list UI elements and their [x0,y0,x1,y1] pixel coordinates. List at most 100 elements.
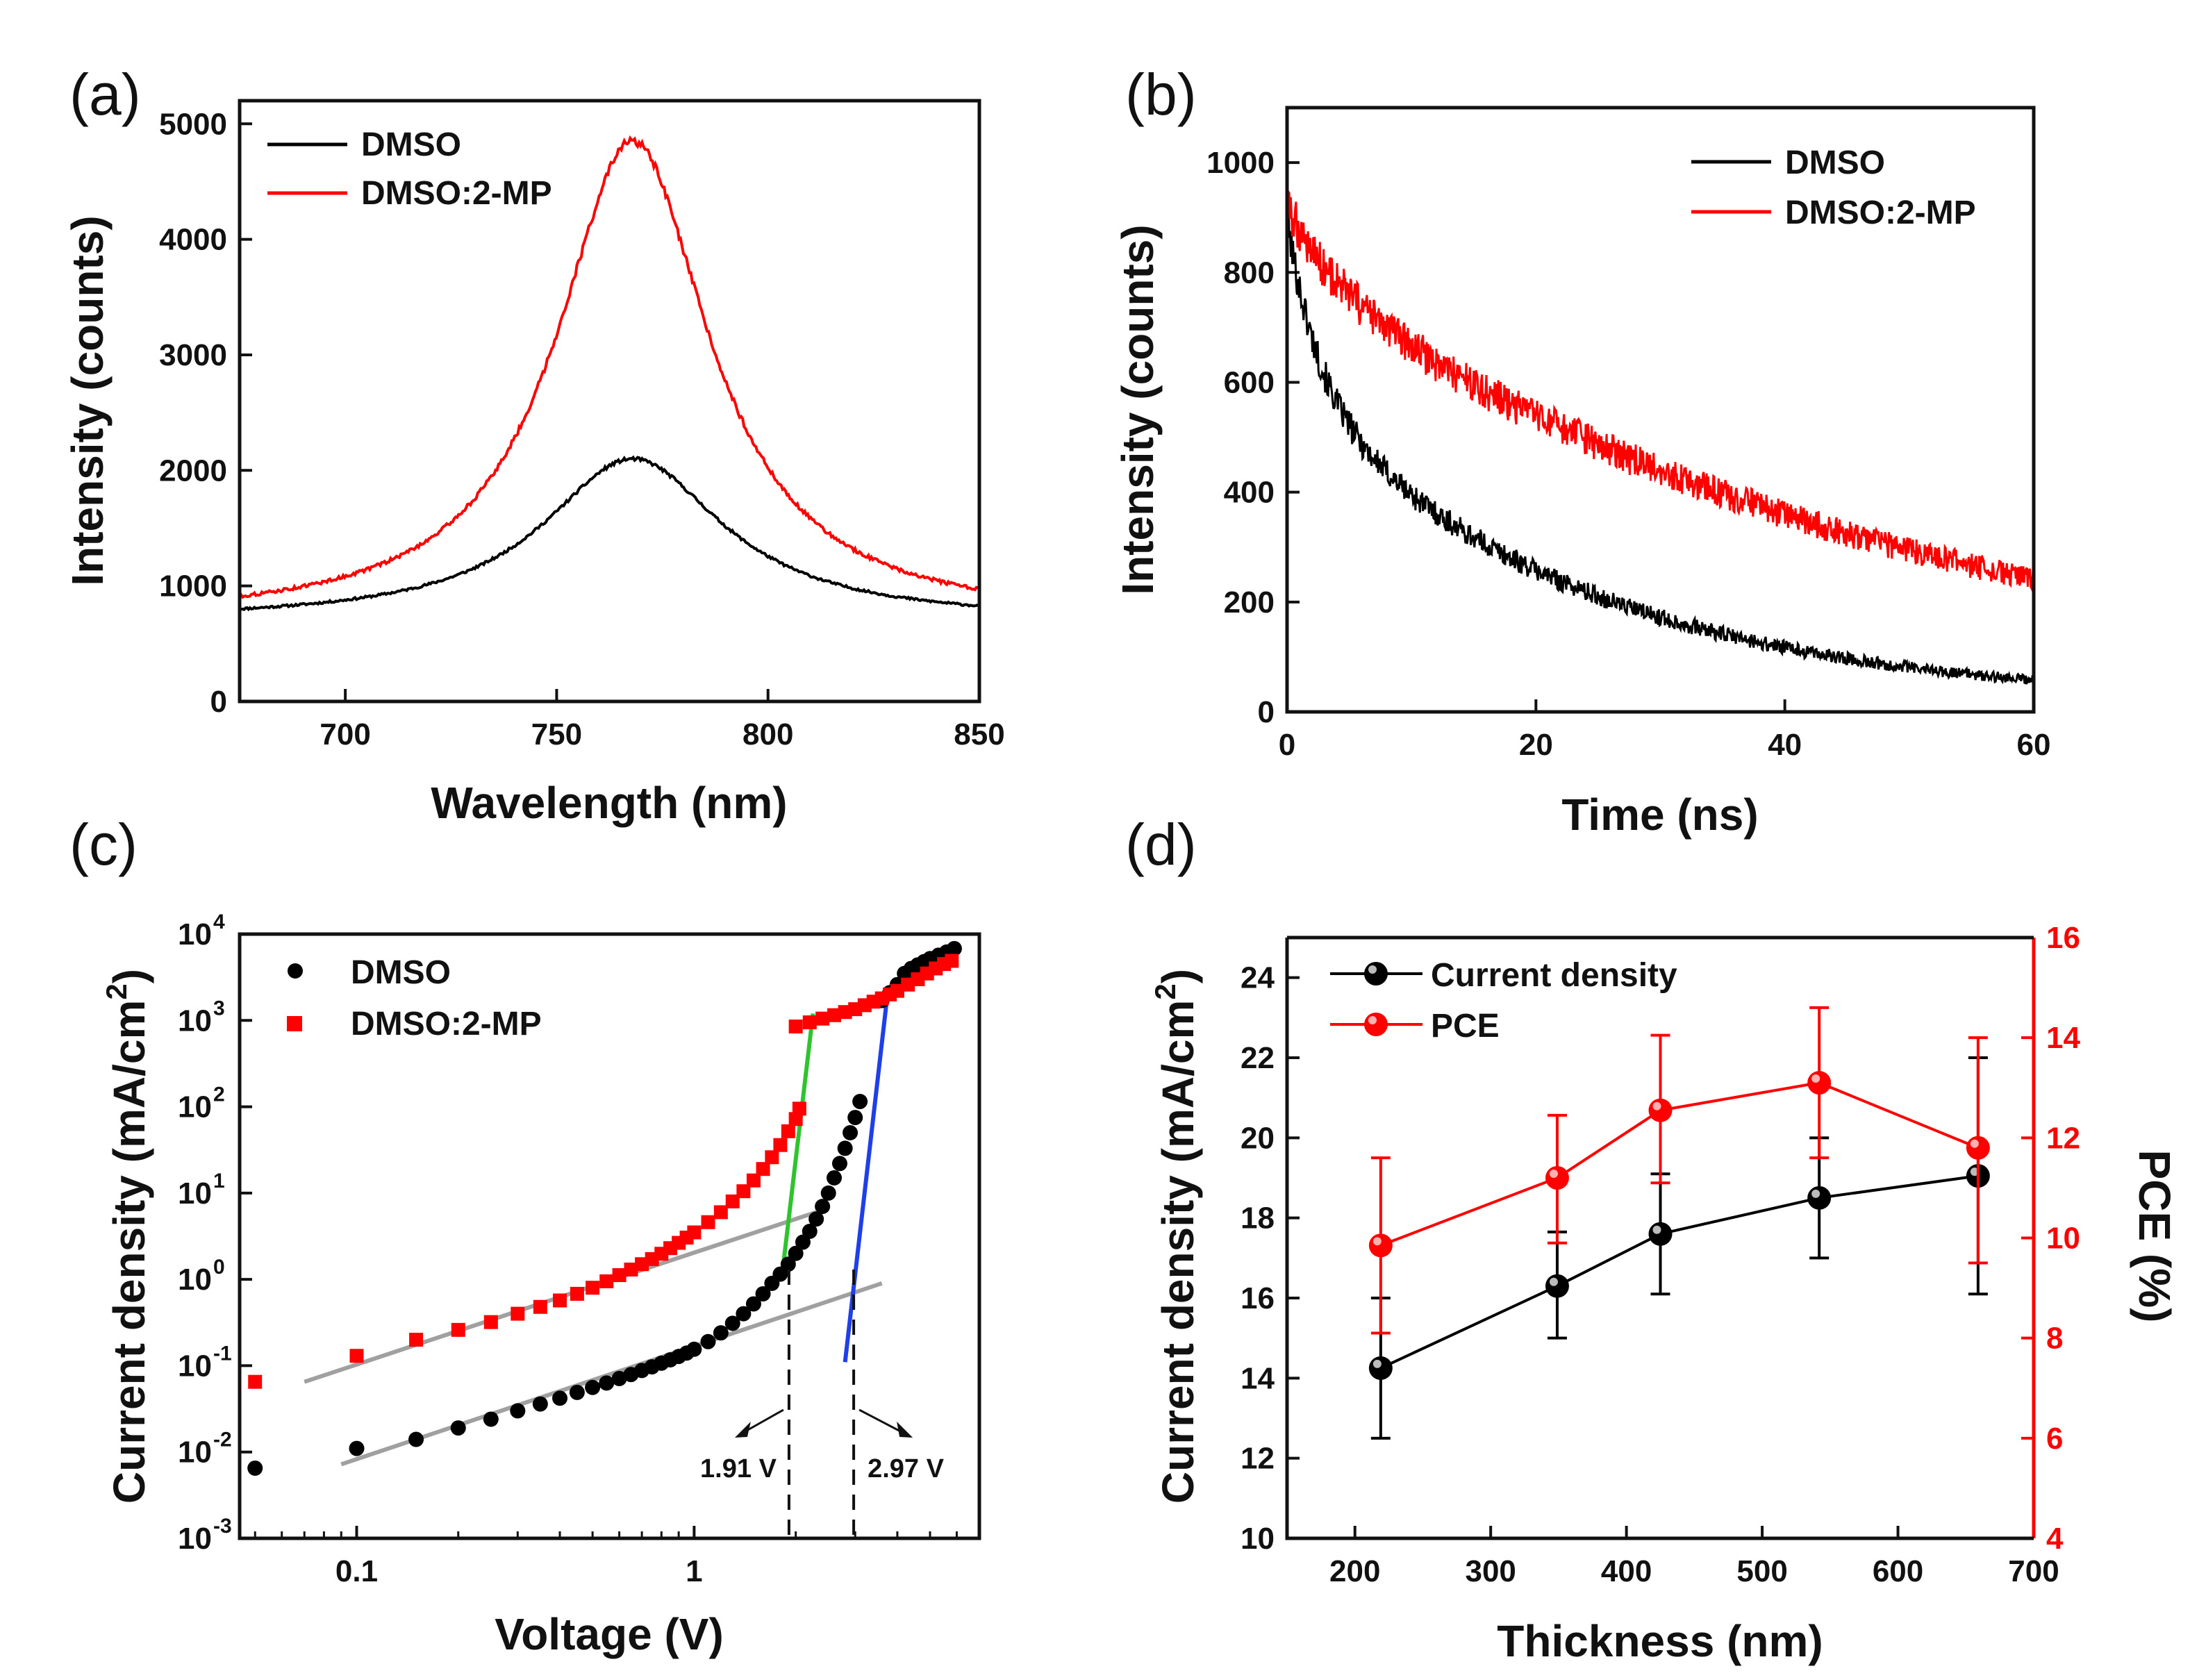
data-point-dmso [483,1411,499,1427]
data-point-highlight-pce [1970,1139,1979,1148]
annotation-arrowhead [734,1422,751,1438]
data-point-dmso-2mp [773,1138,788,1152]
data-point-dmso [745,1296,761,1312]
data-point-dmso-2mp [533,1299,547,1314]
x-tick-label: 600 [1873,1554,1923,1588]
y-tick-label: 20 [1241,1121,1275,1155]
panel-c-series: 1.91 V 2.97 V [247,940,962,1538]
panel-a-xlabel: Wavelength (nm) [431,778,787,828]
y-tick-exponent: 3 [213,997,225,1020]
x-tick-label: 400 [1601,1554,1652,1588]
y-tick-exponent: 2 [213,1083,225,1106]
data-point-dmso [802,1224,818,1240]
data-point-dmso-2mp [687,1225,702,1240]
panel-c-frame [238,932,981,1540]
y-tick-label: 10 [1241,1522,1275,1556]
legend-label-dmso-2mp: DMSO:2-MP [1785,194,1976,231]
data-point-dmso [532,1396,548,1412]
data-point-dmso [724,1315,740,1331]
data-point-dmso [780,1256,796,1272]
panel-d-left-bottom-axis [1285,938,2034,1540]
legend-marker-pce [1364,1013,1388,1036]
data-point-dmso-2mp [570,1286,584,1301]
data-point-dmso-2mp [511,1306,525,1321]
y2-tick-label: 10 [2046,1222,2080,1256]
data-point-dmso [552,1390,568,1406]
data-point-pce [1368,1233,1393,1258]
x-tick-label: 800 [743,717,793,751]
panel-c-ylabel-sup: 2 [100,983,133,999]
y-tick-label: 400 [1224,476,1275,510]
data-point-dmso-2mp [781,1124,795,1138]
panel-d-legend: Current density PCE [1330,957,1677,1045]
data-point-dmso [852,1094,868,1110]
data-point-highlight-pce [1549,1170,1558,1178]
series-line-dmso-2mp [1286,189,2034,592]
data-point-highlight-pce [1372,1237,1382,1246]
x-tick-label: 500 [1736,1554,1787,1588]
data-point-dmso [510,1403,526,1419]
panel-a-series [238,135,979,612]
data-point-dmso-2mp [599,1274,614,1288]
data-point-dmso [837,1140,853,1156]
annotation-label: 2.97 V [868,1454,945,1483]
legend-marker-dmso-2mp [287,1016,302,1031]
y-tick-label: 10 [178,1176,212,1211]
data-point-dmso-2mp [945,954,959,968]
y-tick-label: 10 [178,1090,212,1124]
data-point-dmso-2mp [409,1333,424,1347]
x-tick-label: 700 [2008,1554,2059,1588]
data-point-dmso [843,1124,858,1140]
y-tick-label: 4000 [159,223,227,257]
data-point-highlight-pce [1811,1074,1820,1083]
data-point-dmso [247,1460,263,1476]
data-point-current-density [1368,1356,1393,1380]
data-point-dmso [450,1420,466,1436]
data-point-dmso [736,1306,752,1322]
data-point-dmso-2mp [701,1215,715,1229]
data-point-highlight-pce [1652,1101,1661,1111]
y-tick-label: 16 [1241,1281,1275,1315]
panel-b-label: (b) [1125,62,1197,127]
y-tick-label: 10 [178,1263,212,1297]
data-point-dmso-2mp [713,1205,728,1220]
data-point-dmso [408,1431,424,1447]
data-point-highlight-current-density [1811,1189,1820,1198]
panel-b-frame [1285,106,2036,714]
y-tick-exponent: 0 [213,1256,225,1279]
y-tick-label: 2000 [159,454,227,488]
data-point-dmso-2mp [451,1322,465,1337]
data-point-dmso-2mp [802,1015,817,1030]
annotation-arrowhead [897,1422,913,1438]
panel-d-ylabel-sup: 2 [1149,983,1181,999]
y-tick-label: 14 [1241,1361,1275,1395]
legend-label-dmso: DMSO [361,126,461,163]
data-point-dmso [946,940,962,956]
y-tick-label: 1000 [1206,146,1275,180]
x-tick-label: 20 [1519,728,1553,762]
x-tick-label: 700 [320,717,370,751]
y-tick-label: 5000 [159,107,227,141]
data-point-dmso-2mp [553,1293,567,1308]
x-tick-label: 0.1 [335,1554,378,1588]
data-point-dmso-2mp [248,1374,263,1389]
panel-b-xlabel: Time (ns) [1561,790,1758,840]
series-line-dmso [1286,210,2034,685]
y-tick-label: 3000 [159,338,227,372]
data-point-dmso-2mp [815,1011,830,1026]
data-point-dmso [713,1325,729,1341]
data-point-dmso [686,1341,702,1357]
x-tick-label: 40 [1768,728,1802,762]
data-point-dmso [827,1170,843,1186]
x-tick-label: 300 [1465,1554,1516,1588]
y-tick-label: 10 [178,1436,212,1470]
legend-marker-current-density [1364,962,1388,985]
panel-a-ticks: 700 750 800 850 0 1000 2000 3000 4000 5000 [159,107,1005,751]
data-point-dmso [788,1245,804,1261]
panel-d-series [1368,1006,1990,1440]
panel-b-legend: DMSO DMSO:2-MP [1691,144,1976,231]
panel-a-frame [238,99,981,704]
data-point-dmso-2mp [736,1184,751,1199]
